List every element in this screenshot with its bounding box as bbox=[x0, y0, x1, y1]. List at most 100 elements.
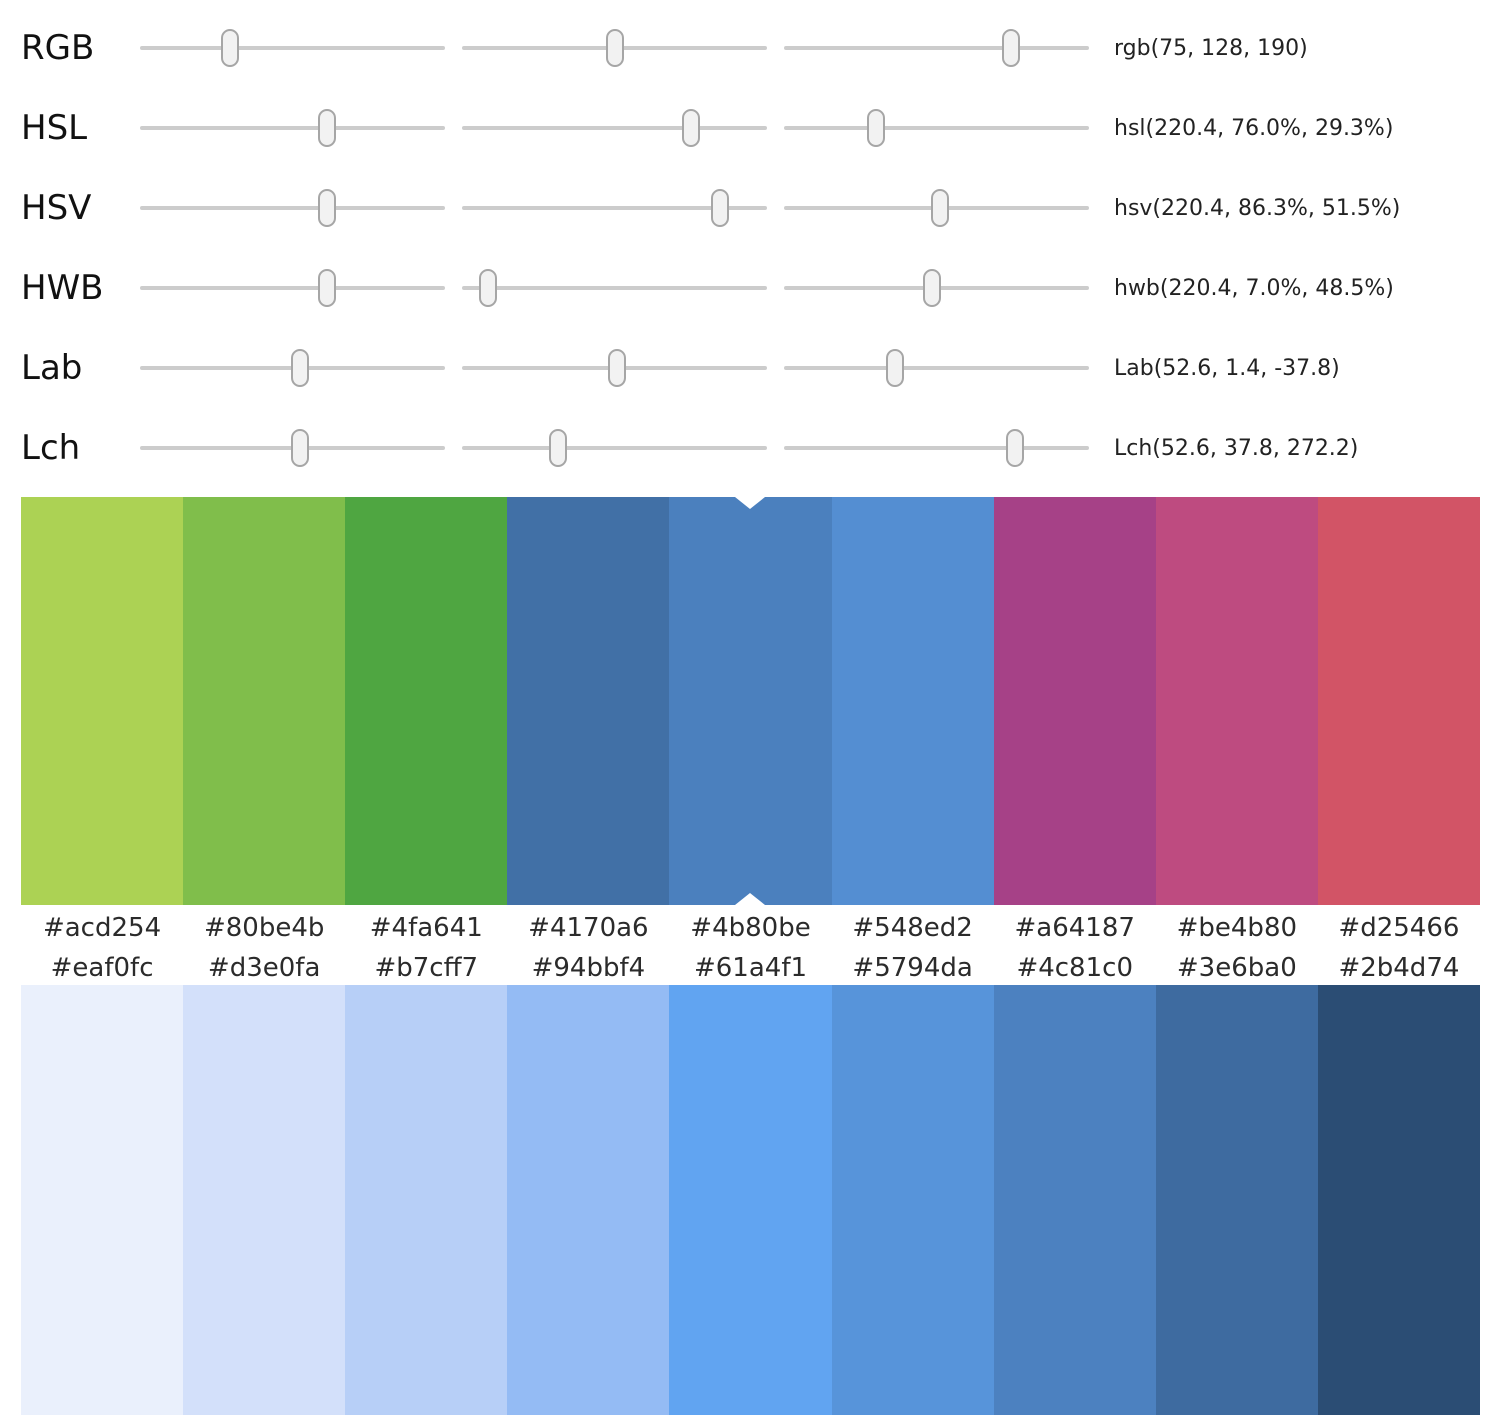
slider-handle[interactable] bbox=[710, 189, 729, 227]
slider-track-lab-3[interactable] bbox=[784, 344, 1089, 392]
hue-hex-labels: #acd254 #80be4b #4fa641 #4170a6 #4b80be #548e… bbox=[21, 905, 1480, 951]
selected-swatch-notch-bottom bbox=[735, 893, 766, 905]
hex-label: #4fa641 bbox=[369, 913, 483, 943]
slider-handle[interactable] bbox=[549, 429, 568, 467]
slider-value-hwb: hwb(220.4, 7.0%, 48.5%) bbox=[1114, 275, 1394, 301]
slider-handle[interactable] bbox=[220, 29, 239, 67]
palette-swatch[interactable] bbox=[507, 497, 670, 905]
hex-label: #548ed2 bbox=[852, 913, 973, 943]
slider-row-label-hsv: HSV bbox=[21, 188, 92, 228]
palette-swatch[interactable] bbox=[183, 985, 346, 1415]
slider-track-lch-2[interactable] bbox=[462, 424, 767, 472]
hex-label: #5794da bbox=[852, 953, 973, 983]
selected-swatch-notch-top bbox=[735, 497, 766, 509]
slider-track-hwb-3[interactable] bbox=[784, 264, 1089, 312]
palette-swatch[interactable] bbox=[21, 985, 184, 1415]
palette-swatch[interactable] bbox=[507, 985, 670, 1415]
slider-track-line bbox=[140, 206, 445, 210]
lightness-hex-labels: #eaf0fc #d3e0fa #b7cff7 #94bbf4 #61a4f1 #5794… bbox=[21, 951, 1480, 985]
slider-row-label-lab: Lab bbox=[21, 348, 83, 388]
slider-handle[interactable] bbox=[886, 349, 905, 387]
palette-swatch[interactable] bbox=[1317, 497, 1480, 905]
hex-label: #4c81c0 bbox=[1016, 953, 1133, 983]
hex-label: #acd254 bbox=[42, 913, 162, 943]
palette-swatch[interactable] bbox=[669, 985, 832, 1415]
slider-track-rgb-1[interactable] bbox=[140, 24, 445, 72]
hex-label: #a64187 bbox=[1014, 913, 1135, 943]
slider-value-lch: Lch(52.6, 37.8, 272.2) bbox=[1114, 435, 1359, 461]
slider-track-hsv-2[interactable] bbox=[462, 184, 767, 232]
slider-track-line bbox=[140, 286, 445, 290]
slider-handle[interactable] bbox=[922, 269, 941, 307]
slider-handle[interactable] bbox=[478, 269, 497, 307]
hex-label: #eaf0fc bbox=[50, 953, 154, 983]
slider-row-hsl: HSL hsl(220.4, 76.0%, 29.3%) bbox=[21, 88, 1501, 168]
slider-track-line bbox=[140, 46, 445, 50]
palette-swatch[interactable] bbox=[345, 497, 508, 905]
slider-handle[interactable] bbox=[317, 269, 336, 307]
palette-swatch[interactable] bbox=[1155, 985, 1318, 1415]
slider-track-hsv-3[interactable] bbox=[784, 184, 1089, 232]
slider-track-hsl-1[interactable] bbox=[140, 104, 445, 152]
slider-value-rgb: rgb(75, 128, 190) bbox=[1114, 35, 1308, 61]
hex-label: #3e6ba0 bbox=[1176, 953, 1297, 983]
hex-label: #4170a6 bbox=[528, 913, 649, 943]
slider-panel: RGB rgb(75, 128, 190) HSL hsl(220.4, 76.0%,… bbox=[0, 0, 1501, 488]
palette-swatch[interactable] bbox=[183, 497, 346, 905]
slider-row-label-hsl: HSL bbox=[21, 108, 88, 148]
palette-swatch[interactable] bbox=[21, 497, 184, 905]
slider-handle[interactable] bbox=[930, 189, 949, 227]
slider-track-line bbox=[462, 126, 767, 130]
slider-handle[interactable] bbox=[866, 109, 885, 147]
slider-track-lch-1[interactable] bbox=[140, 424, 445, 472]
slider-handle[interactable] bbox=[1005, 429, 1024, 467]
hex-label: #61a4f1 bbox=[693, 953, 808, 983]
slider-handle[interactable] bbox=[681, 109, 700, 147]
hex-label: #d3e0fa bbox=[207, 953, 321, 983]
slider-handle[interactable] bbox=[291, 429, 310, 467]
palette-swatch[interactable] bbox=[1317, 985, 1480, 1415]
slider-track-hsl-2[interactable] bbox=[462, 104, 767, 152]
slider-value-hsv: hsv(220.4, 86.3%, 51.5%) bbox=[1114, 195, 1401, 221]
slider-track-rgb-3[interactable] bbox=[784, 24, 1089, 72]
slider-track-lab-2[interactable] bbox=[462, 344, 767, 392]
slider-row-hwb: HWB hwb(220.4, 7.0%, 48.5%) bbox=[21, 248, 1501, 328]
palette-swatch[interactable] bbox=[1155, 497, 1318, 905]
slider-row-lch: Lch Lch(52.6, 37.8, 272.2) bbox=[21, 408, 1501, 488]
slider-track-rgb-2[interactable] bbox=[462, 24, 767, 72]
slider-handle[interactable] bbox=[1002, 29, 1021, 67]
slider-value-lab: Lab(52.6, 1.4, -37.8) bbox=[1114, 355, 1340, 381]
slider-track-hwb-1[interactable] bbox=[140, 264, 445, 312]
slider-track-line bbox=[462, 446, 767, 450]
slider-track-line bbox=[784, 46, 1089, 50]
hex-label: #4b80be bbox=[690, 913, 811, 943]
hex-label: #80be4b bbox=[203, 913, 325, 943]
slider-handle[interactable] bbox=[606, 29, 625, 67]
slider-track-line bbox=[140, 126, 445, 130]
hex-label: #b7cff7 bbox=[374, 953, 479, 983]
slider-track-hwb-2[interactable] bbox=[462, 264, 767, 312]
hex-label: #2b4d74 bbox=[1338, 953, 1460, 983]
slider-track-line bbox=[784, 446, 1089, 450]
hue-palette bbox=[21, 497, 1480, 905]
slider-row-rgb: RGB rgb(75, 128, 190) bbox=[21, 8, 1501, 88]
palette-swatch[interactable] bbox=[669, 497, 832, 905]
slider-row-label-rgb: RGB bbox=[21, 28, 95, 68]
palette-swatch[interactable] bbox=[831, 985, 994, 1415]
slider-track-lch-3[interactable] bbox=[784, 424, 1089, 472]
palette-swatch[interactable] bbox=[993, 985, 1156, 1415]
slider-handle[interactable] bbox=[317, 189, 336, 227]
palette-swatch[interactable] bbox=[993, 497, 1156, 905]
lightness-palette bbox=[21, 985, 1480, 1415]
slider-handle[interactable] bbox=[291, 349, 310, 387]
slider-handle[interactable] bbox=[607, 349, 626, 387]
slider-handle[interactable] bbox=[317, 109, 336, 147]
palette-swatch[interactable] bbox=[831, 497, 994, 905]
slider-track-hsv-1[interactable] bbox=[140, 184, 445, 232]
slider-track-hsl-3[interactable] bbox=[784, 104, 1089, 152]
hex-label: #be4b80 bbox=[1176, 913, 1298, 943]
slider-track-lab-1[interactable] bbox=[140, 344, 445, 392]
slider-track-line bbox=[462, 206, 767, 210]
palette-swatch[interactable] bbox=[345, 985, 508, 1415]
